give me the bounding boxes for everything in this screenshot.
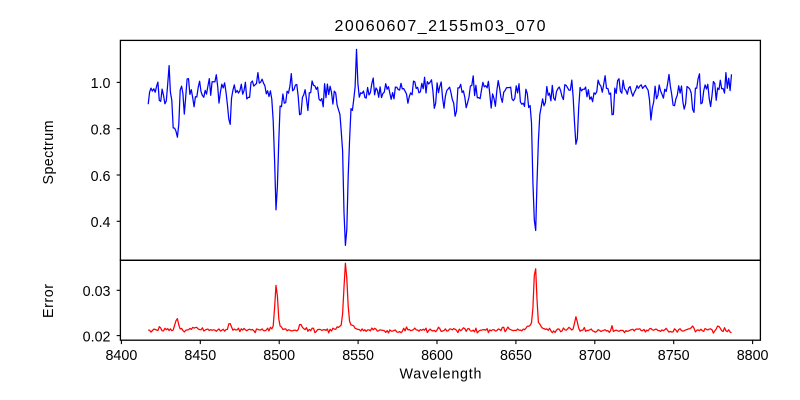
svg-text:0.6: 0.6 (91, 169, 111, 185)
svg-text:Spectrum: Spectrum (41, 121, 57, 185)
svg-text:Wavelength: Wavelength (400, 366, 482, 382)
svg-text:0.02: 0.02 (83, 329, 111, 345)
svg-text:8750: 8750 (658, 348, 690, 364)
svg-text:0.4: 0.4 (91, 215, 111, 231)
svg-text:8450: 8450 (184, 348, 216, 364)
svg-text:8550: 8550 (342, 348, 374, 364)
svg-text:8650: 8650 (500, 348, 532, 364)
svg-text:8800: 8800 (737, 348, 769, 364)
svg-text:8500: 8500 (263, 348, 295, 364)
svg-text:8400: 8400 (105, 348, 137, 364)
svg-text:0.03: 0.03 (83, 284, 111, 300)
svg-text:0.8: 0.8 (91, 123, 111, 139)
svg-text:8600: 8600 (421, 348, 453, 364)
svg-text:8700: 8700 (579, 348, 611, 364)
svg-text:20060607_2155m03_070: 20060607_2155m03_070 (335, 18, 546, 35)
svg-text:1.0: 1.0 (91, 76, 111, 92)
svg-text:Error: Error (41, 284, 57, 318)
